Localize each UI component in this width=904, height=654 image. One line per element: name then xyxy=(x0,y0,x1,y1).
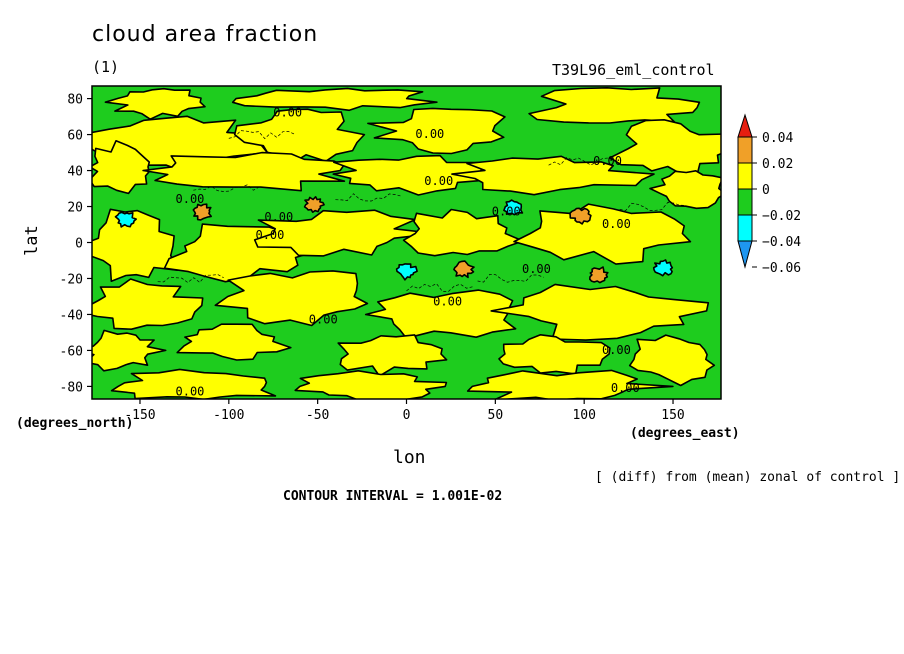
negative-anomaly xyxy=(114,211,137,228)
x-tick-label: 100 xyxy=(572,408,595,423)
colorbar: 0.04 0.02 0 −0.02 −0.04 −0.06 xyxy=(737,113,801,276)
colorbar-label: −0.02 xyxy=(762,209,801,224)
colorbar-bottom-arrow xyxy=(737,240,753,269)
positive-region xyxy=(628,334,716,387)
positive-region xyxy=(104,87,206,120)
contour-line xyxy=(193,184,260,192)
positive-anomaly xyxy=(192,203,212,221)
x-axis-label: lon xyxy=(393,447,426,468)
x-tick-label: -100 xyxy=(213,408,244,423)
y-tick-label: 40 xyxy=(67,165,83,180)
chart-title: cloud area fraction xyxy=(92,22,319,47)
colorbar-segment xyxy=(737,214,753,242)
contour-label: 0.00 xyxy=(309,312,338,326)
positive-region xyxy=(367,107,506,155)
contour-label: 0.00 xyxy=(602,217,631,231)
positive-region xyxy=(466,369,674,399)
contour-line xyxy=(548,157,615,166)
contour-label: 0.00 xyxy=(492,205,521,219)
positive-anomaly xyxy=(569,207,592,225)
positive-region xyxy=(142,151,346,192)
positive-region xyxy=(649,170,721,210)
colorbar-segment xyxy=(737,162,753,190)
x-tick-label: 0 xyxy=(403,408,411,423)
positive-anomaly xyxy=(303,196,325,213)
colorbar-label: 0 xyxy=(762,183,770,198)
x-tick-label: -50 xyxy=(306,408,329,423)
contour-label: 0.00 xyxy=(602,343,631,357)
positive-region xyxy=(609,119,721,175)
positive-region xyxy=(176,323,292,361)
positive-region xyxy=(92,208,179,282)
positive-region xyxy=(402,208,524,257)
contour-line xyxy=(157,274,224,283)
negative-anomaly xyxy=(652,259,674,277)
y-tick-label: 60 xyxy=(67,129,83,144)
contour-label: 0.00 xyxy=(433,294,462,308)
y-tick-label: 20 xyxy=(67,201,83,216)
diff-note: [ (diff) from (mean) zonal of control ] xyxy=(595,470,901,485)
positive-region xyxy=(253,209,437,257)
colorbar-label: −0.06 xyxy=(762,261,801,276)
y-tick-label: 0 xyxy=(75,237,83,252)
contour-line xyxy=(406,283,473,292)
x-tick-label: 150 xyxy=(661,408,684,423)
positive-anomaly xyxy=(589,266,609,284)
positive-region xyxy=(110,368,277,399)
contour-label: 0.00 xyxy=(415,127,444,141)
colorbar-segment xyxy=(737,188,753,216)
contour-line xyxy=(335,193,402,202)
positive-region xyxy=(451,155,655,196)
colorbar-top-arrow xyxy=(737,113,753,138)
contour-label: 0.00 xyxy=(273,106,302,120)
positive-anomaly xyxy=(453,260,475,279)
contour-label: 0.00 xyxy=(176,384,205,398)
positive-region xyxy=(92,329,167,372)
contour-label: 0.00 xyxy=(611,381,640,395)
contour-interval: CONTOUR INTERVAL = 1.001E-02 xyxy=(283,489,503,504)
positive-region xyxy=(513,203,692,265)
contour-label: 0.00 xyxy=(424,174,453,188)
colorbar-label: 0.04 xyxy=(762,131,793,146)
positive-region xyxy=(231,87,438,112)
positive-region xyxy=(337,334,448,377)
contour-label: 0.00 xyxy=(522,262,551,276)
contour-line xyxy=(228,130,295,140)
x-tick-label: -150 xyxy=(124,408,155,423)
contour-label: 0.00 xyxy=(255,228,284,242)
positive-region xyxy=(214,270,369,327)
negative-anomaly xyxy=(503,199,524,216)
negative-anomaly xyxy=(395,263,418,281)
dataset-label: T39L96_eml_control xyxy=(552,61,715,79)
positive-region xyxy=(332,154,488,196)
positive-region xyxy=(92,278,204,330)
colorbar-label: −0.04 xyxy=(762,235,801,250)
positive-region xyxy=(498,334,611,375)
y-tick-label: -80 xyxy=(60,380,83,395)
y-tick-label: -60 xyxy=(60,344,83,359)
y-axis-units: (degrees_north) xyxy=(16,416,134,431)
x-axis-units: (degrees_east) xyxy=(630,426,740,441)
positive-region xyxy=(92,140,151,195)
axes: -150 -100 -50 0 50 100 150 -80 -60 -40 -20 0 20 40 60 8… xyxy=(60,93,685,423)
positive-region xyxy=(233,108,366,166)
y-tick-label: 80 xyxy=(67,93,83,108)
positive-region xyxy=(364,289,517,339)
plot-area: 0.00 0.00 0.00 0.00 0.00 0.00 0.00 0.00 0.00 0.00… xyxy=(92,86,721,399)
contour-label: 0.00 xyxy=(264,210,293,224)
colorbar-segment xyxy=(737,136,753,164)
chart-subtitle: (1) xyxy=(92,58,120,76)
colorbar-label: 0.02 xyxy=(762,157,793,172)
x-tick-label: 50 xyxy=(488,408,504,423)
contour-label: 0.00 xyxy=(176,192,205,206)
y-tick-label: -40 xyxy=(60,308,83,323)
contour-label: 0.00 xyxy=(593,154,622,168)
positive-region xyxy=(490,283,710,341)
y-tick-label: -20 xyxy=(60,272,83,287)
